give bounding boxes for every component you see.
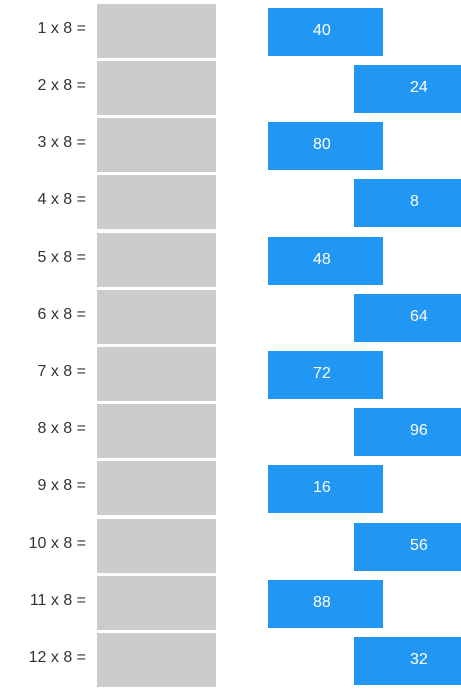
answer-tile[interactable]: 80 [268, 122, 383, 170]
equation-row: 9 x 8 = 16 [0, 461, 461, 518]
equation-row: 4 x 8 = 8 [0, 175, 461, 232]
answer-tile[interactable]: 48 [268, 237, 383, 285]
equation-label: 11 x 8 = [29, 592, 86, 609]
answer-drop-zone[interactable] [97, 233, 216, 287]
answer-drop-zone[interactable] [97, 61, 216, 115]
answer-tile[interactable]: 16 [268, 465, 383, 513]
equation-row: 8 x 8 = 96 [0, 404, 461, 461]
answer-drop-zone[interactable] [97, 290, 216, 344]
equation-label: 7 x 8 = [37, 363, 86, 380]
equation-label: 12 x 8 = [28, 649, 86, 666]
equation-label: 2 x 8 = [37, 77, 86, 94]
equation-label: 1 x 8 = [37, 20, 86, 37]
answer-tile[interactable]: 8 [354, 179, 461, 227]
equation-row: 3 x 8 = 80 [0, 118, 461, 175]
equation-row: 5 x 8 = 48 [0, 233, 461, 290]
answer-tile[interactable]: 96 [354, 408, 461, 456]
answer-drop-zone[interactable] [97, 633, 216, 687]
answer-drop-zone[interactable] [97, 461, 216, 515]
answer-drop-zone[interactable] [97, 404, 216, 458]
equation-row: 1 x 8 = 40 [0, 4, 461, 61]
equation-label: 5 x 8 = [37, 249, 86, 266]
equation-row: 6 x 8 = 64 [0, 290, 461, 347]
equation-label: 9 x 8 = [37, 477, 86, 494]
equation-row: 10 x 8 = 56 [0, 519, 461, 576]
equation-row: 2 x 8 = 24 [0, 61, 461, 118]
equation-label: 4 x 8 = [37, 191, 86, 208]
equation-label: 6 x 8 = [37, 306, 86, 323]
answer-tile[interactable]: 24 [354, 65, 461, 113]
answer-drop-zone[interactable] [97, 519, 216, 573]
equation-row: 12 x 8 = 32 [0, 633, 461, 690]
equation-row: 11 x 8 = 88 [0, 576, 461, 633]
equation-label: 8 x 8 = [37, 420, 86, 437]
answer-drop-zone[interactable] [97, 175, 216, 229]
answer-tile[interactable]: 64 [354, 294, 461, 342]
answer-tile[interactable]: 72 [268, 351, 383, 399]
answer-tile[interactable]: 40 [268, 8, 383, 56]
answer-tile[interactable]: 56 [354, 523, 461, 571]
equation-row: 7 x 8 = 72 [0, 347, 461, 404]
answer-drop-zone[interactable] [97, 576, 216, 630]
answer-drop-zone[interactable] [97, 347, 216, 401]
equation-label: 10 x 8 = [28, 535, 86, 552]
equation-label: 3 x 8 = [37, 134, 86, 151]
answer-drop-zone[interactable] [97, 118, 216, 172]
answer-tile[interactable]: 88 [268, 580, 383, 628]
answer-drop-zone[interactable] [97, 4, 216, 58]
answer-tile[interactable]: 32 [354, 637, 461, 685]
